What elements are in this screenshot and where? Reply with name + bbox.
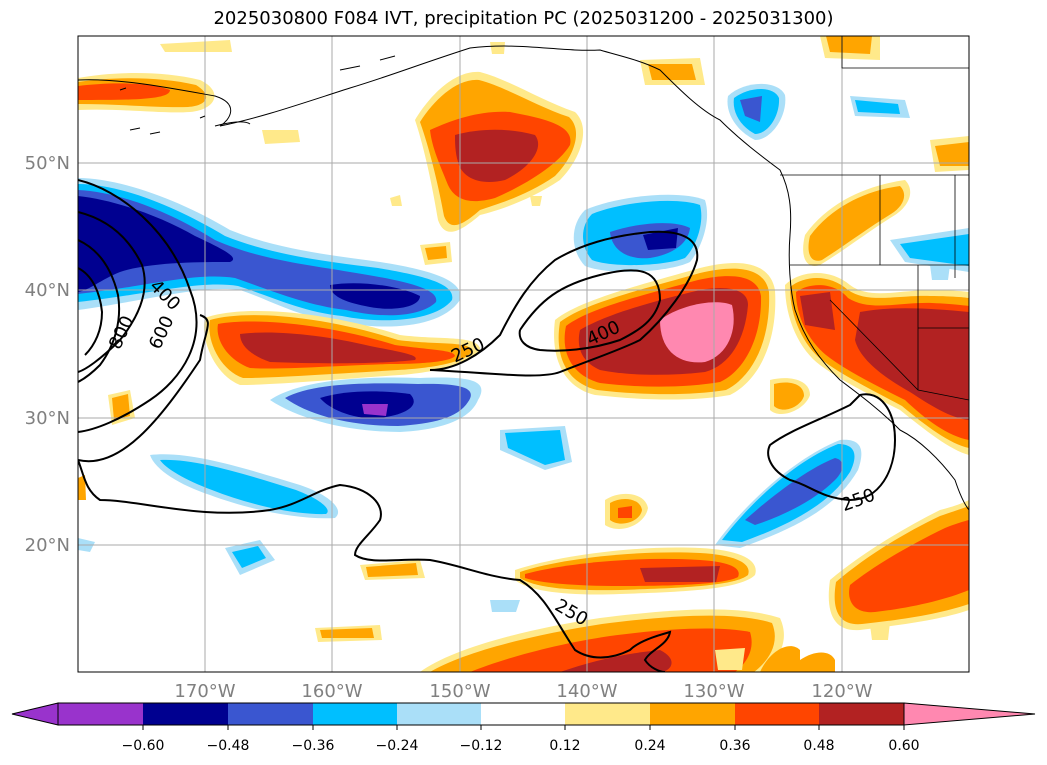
colorbar-tick: 0.12 xyxy=(549,738,580,754)
lon-label: 150°W xyxy=(429,681,490,702)
colorbar-tick: −0.60 xyxy=(122,738,165,754)
ivt-contours xyxy=(78,179,897,672)
lat-label: 20°N xyxy=(25,535,70,556)
colorbar-segment xyxy=(650,703,735,725)
colorbar-tick: −0.48 xyxy=(207,738,250,754)
lon-label: 160°W xyxy=(301,681,362,702)
colorbar-tick: −0.24 xyxy=(376,738,419,754)
latitude-labels: 50°N 40°N 30°N 20°N xyxy=(25,153,70,556)
lat-label: 30°N xyxy=(25,408,70,429)
contour-label: 250 xyxy=(838,485,877,516)
lon-label: 140°W xyxy=(556,681,617,702)
lat-label: 50°N xyxy=(25,153,70,174)
colorbar-segment xyxy=(819,703,904,725)
borders xyxy=(780,36,969,401)
colorbar-extend-high xyxy=(903,702,1036,726)
colorbar-tick: 0.24 xyxy=(634,738,665,754)
lon-label: 120°W xyxy=(811,681,872,702)
colorbar-tick: −0.36 xyxy=(292,738,335,754)
colorbar-extend-low xyxy=(11,702,59,726)
colorbar-segment xyxy=(313,703,397,725)
lon-label: 130°W xyxy=(683,681,744,702)
map-frame xyxy=(77,35,970,673)
colorbar-tick: 0.60 xyxy=(888,738,919,754)
colorbar-tick: −0.12 xyxy=(460,738,503,754)
colorbar-segment xyxy=(735,703,819,725)
contour-label: 600 xyxy=(145,313,179,353)
colorbar-tick: 0.48 xyxy=(803,738,834,754)
colorbar-segment xyxy=(58,703,143,725)
lat-label: 40°N xyxy=(25,280,70,301)
colorbar-segment xyxy=(481,703,565,725)
colorbar-segment xyxy=(565,703,650,725)
map-title: 2025030800 F084 IVT, precipitation PC (2… xyxy=(213,8,834,29)
lon-label: 170°W xyxy=(174,681,235,702)
colorbar-tick: 0.36 xyxy=(719,738,750,754)
colorbar: −0.60 −0.48 −0.36 −0.24 −0.12 0.12 0.24 … xyxy=(11,702,1036,754)
colorbar-segment xyxy=(143,703,228,725)
positive-anomaly-areas xyxy=(78,36,969,672)
colorbar-segment xyxy=(228,703,313,725)
negative-anomaly-areas xyxy=(78,83,969,612)
map-field: 800 600 400 250 400 250 250 xyxy=(78,36,969,672)
colorbar-segment xyxy=(397,703,481,725)
coastlines xyxy=(78,45,969,511)
longitude-labels: 170°W 160°W 150°W 140°W 130°W 120°W xyxy=(174,681,872,702)
